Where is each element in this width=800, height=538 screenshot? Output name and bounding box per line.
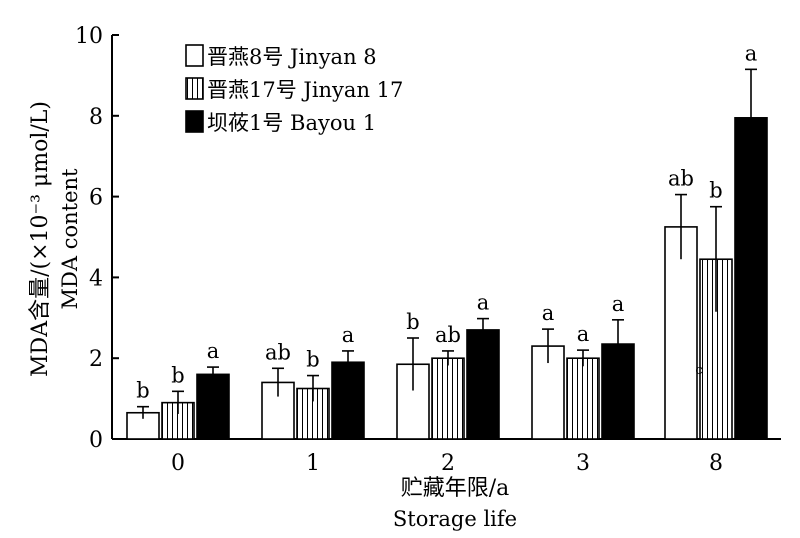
bar [566, 357, 600, 440]
significance-label: a [207, 339, 220, 363]
significance-label: b [136, 379, 149, 403]
significance-label: a [745, 41, 758, 65]
y-axis-title-cn: MDA含量/(×10⁻³ μmol/L) [28, 101, 53, 377]
significance-label: b [406, 310, 419, 334]
significance-label: ab [668, 167, 694, 191]
legend-swatch [185, 110, 204, 133]
significance-label: a [577, 322, 590, 346]
y-tick-label: 4 [89, 266, 103, 291]
legend-label: 晋燕8号 Jinyan 8 [207, 45, 377, 69]
x-ticks: 0 1 2 3 8 [171, 451, 723, 476]
bar [196, 373, 230, 440]
legend-label: 晋燕17号 Jinyan 17 [207, 78, 403, 102]
x-tick-label: 1 [306, 451, 320, 476]
significance-label: a [342, 323, 355, 347]
legend-swatch [185, 77, 204, 100]
x-tick-label: 2 [441, 451, 455, 476]
annotation-c: c [695, 363, 702, 378]
x-axis-title-cn: 贮藏年限/a [401, 476, 510, 501]
legend-label: 坝莜1号 Bayou 1 [207, 111, 376, 135]
bar [431, 357, 465, 440]
significance-label: a [612, 292, 625, 316]
bars [126, 117, 768, 440]
y-ticks: 0 2 4 6 8 10 [75, 24, 119, 453]
bar [466, 329, 500, 440]
bar [331, 361, 365, 440]
bar [734, 117, 768, 440]
x-axis-title-en: Storage life [393, 507, 517, 531]
significance-label: a [542, 301, 555, 325]
error-bars [137, 68, 757, 419]
significance-label: ab [435, 323, 461, 347]
legend-swatch [185, 44, 204, 67]
significance-label: b [171, 363, 184, 387]
significance-label: ab [265, 340, 291, 364]
legend: 晋燕8号 Jinyan 8 晋燕17号 Jinyan 17 坝莜1号 Bayou 1 [185, 44, 403, 135]
y-tick-label: 0 [89, 428, 103, 453]
y-tick-label: 6 [89, 186, 103, 211]
x-tick-label: 3 [576, 451, 590, 476]
y-axis-title-en: MDA content [58, 168, 82, 310]
y-tick-label: 2 [89, 347, 103, 372]
bar [664, 226, 698, 440]
significance-label: b [306, 348, 319, 372]
significance-label: b [709, 179, 722, 203]
significance-label: a [477, 291, 490, 315]
y-tick-label: 10 [75, 24, 103, 49]
y-tick-label: 8 [89, 105, 103, 130]
x-tick-label: 8 [709, 451, 723, 476]
x-tick-label: 0 [171, 451, 185, 476]
